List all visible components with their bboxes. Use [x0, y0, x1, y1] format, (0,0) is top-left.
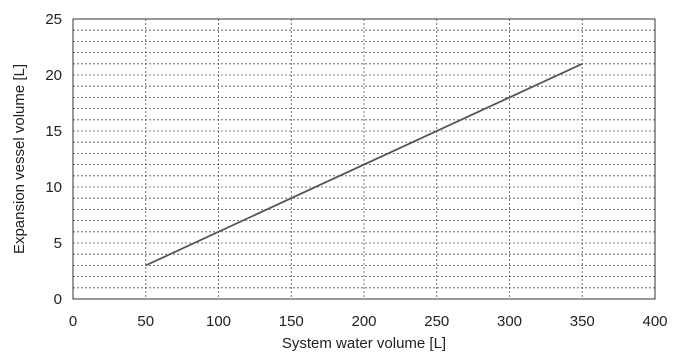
x-tick-label: 400	[642, 313, 667, 330]
x-tick-label: 200	[351, 313, 376, 330]
x-tick-label: 150	[279, 313, 304, 330]
y-tick-label: 25	[45, 11, 62, 28]
y-tick-label: 0	[54, 291, 62, 308]
y-tick-label: 20	[45, 67, 62, 84]
y-axis-title: Expansion vessel volume [L]	[11, 64, 28, 254]
x-tick-label: 0	[69, 313, 77, 330]
x-tick-label: 250	[424, 313, 449, 330]
x-axis-ticks: 0 50 100 150 200 250 300 350 400	[69, 313, 668, 330]
grid	[73, 19, 655, 299]
x-axis-title: System water volume [L]	[282, 335, 446, 352]
x-tick-label: 50	[137, 313, 154, 330]
y-tick-label: 15	[45, 123, 62, 140]
y-tick-label: 5	[54, 235, 62, 252]
x-tick-label: 300	[497, 313, 522, 330]
y-tick-label: 10	[45, 179, 62, 196]
x-tick-label: 100	[206, 313, 231, 330]
series-layer	[145, 62, 583, 267]
x-tick-label: 350	[570, 313, 595, 330]
plot-frame	[72, 18, 656, 300]
series-line	[145, 62, 583, 267]
y-axis-ticks: 0 5 10 15 20 25	[45, 11, 62, 308]
